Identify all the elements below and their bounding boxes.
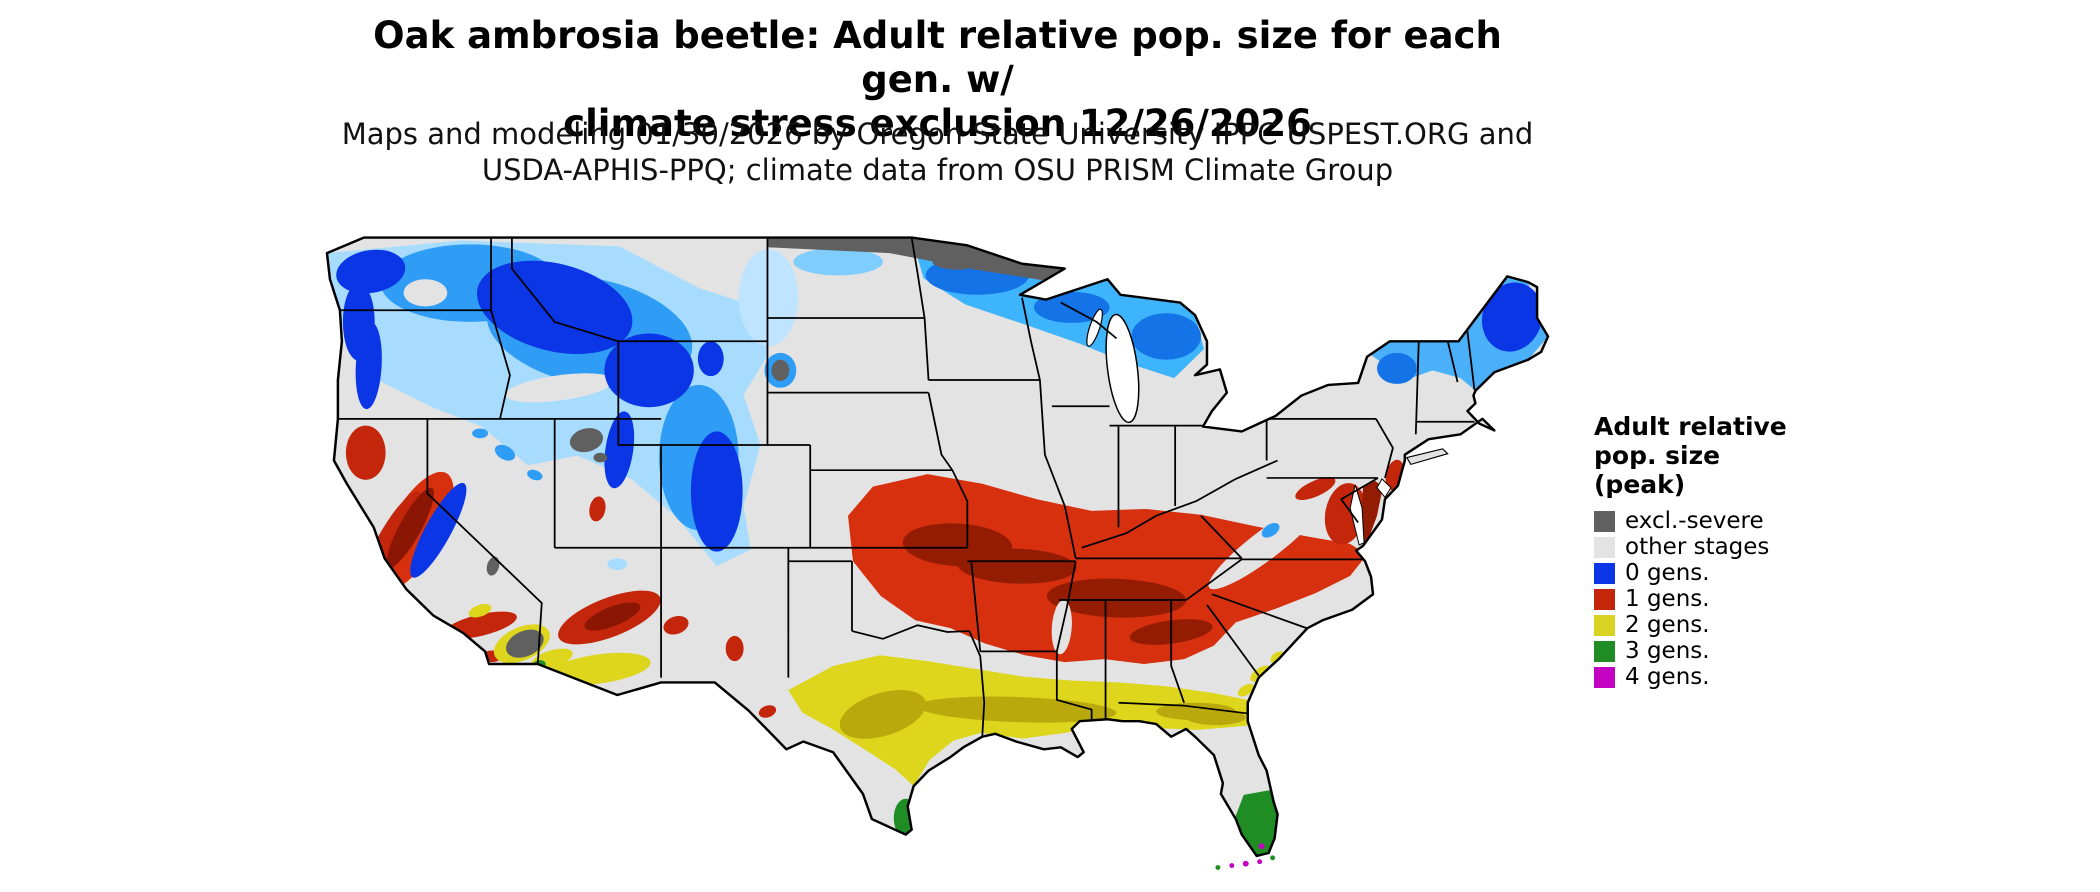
legend-item: excl.-severe bbox=[1594, 508, 1854, 534]
legend-swatch-2-gens bbox=[1594, 614, 1615, 636]
title-line-1: Oak ambrosia beetle: Adult relative pop.… bbox=[373, 14, 1502, 101]
figure-subtitle: Maps and modeling 01/30/2026 by Oregon S… bbox=[321, 116, 1554, 188]
us-map-svg bbox=[325, 236, 1550, 870]
legend-label: other stages bbox=[1625, 534, 1770, 560]
legend-swatch-excl-severe bbox=[1594, 510, 1615, 532]
subtitle-line-1: Maps and modeling 01/30/2026 by Oregon S… bbox=[341, 117, 1534, 151]
title-line-2: climate stress exclusion 12/26/2026 bbox=[563, 102, 1312, 145]
legend-item: 1 gens. bbox=[1594, 586, 1854, 612]
legend-title-line-3: (peak) bbox=[1594, 470, 1686, 499]
map-outline bbox=[325, 236, 1550, 858]
legend-label: 2 gens. bbox=[1625, 612, 1710, 638]
legend-title-line-1: Adult relative bbox=[1594, 412, 1787, 441]
map-florida-keys bbox=[1215, 855, 1276, 870]
legend-label: 3 gens. bbox=[1625, 638, 1710, 664]
map-lakes bbox=[1086, 308, 1449, 546]
map-layer-4-gens bbox=[1258, 843, 1265, 850]
legend: Adult relative pop. size (peak) excl.-se… bbox=[1594, 412, 1854, 690]
legend-items: excl.-severe other stages 0 gens. 1 gens… bbox=[1594, 508, 1854, 690]
map-layer-excl-severe bbox=[486, 237, 1065, 658]
map-layer-2-gens bbox=[468, 603, 1285, 787]
legend-swatch-4-gens bbox=[1594, 666, 1615, 688]
legend-title-line-2: pop. size bbox=[1594, 441, 1721, 470]
legend-label: 0 gens. bbox=[1625, 560, 1710, 586]
legend-swatch-3-gens bbox=[1594, 640, 1615, 662]
legend-swatch-0-gens bbox=[1594, 562, 1615, 584]
legend-item: 2 gens. bbox=[1594, 612, 1854, 638]
legend-label: 4 gens. bbox=[1625, 664, 1710, 690]
map-layer-1-gens bbox=[345, 425, 1405, 718]
legend-label: excl.-severe bbox=[1625, 508, 1764, 534]
legend-item: 0 gens. bbox=[1594, 560, 1854, 586]
legend-swatch-1-gens bbox=[1594, 588, 1615, 610]
legend-item: 3 gens. bbox=[1594, 638, 1854, 664]
figure-title: Oak ambrosia beetle: Adult relative pop.… bbox=[321, 14, 1554, 146]
legend-swatch-other-stages bbox=[1594, 536, 1615, 558]
subtitle-line-2: USDA-APHIS-PPQ; climate data from OSU PR… bbox=[481, 153, 1394, 187]
us-map bbox=[321, 225, 1554, 884]
legend-item: other stages bbox=[1594, 534, 1854, 560]
legend-label: 1 gens. bbox=[1625, 586, 1710, 612]
legend-item: 4 gens. bbox=[1594, 664, 1854, 690]
map-state-borders bbox=[326, 237, 1476, 737]
